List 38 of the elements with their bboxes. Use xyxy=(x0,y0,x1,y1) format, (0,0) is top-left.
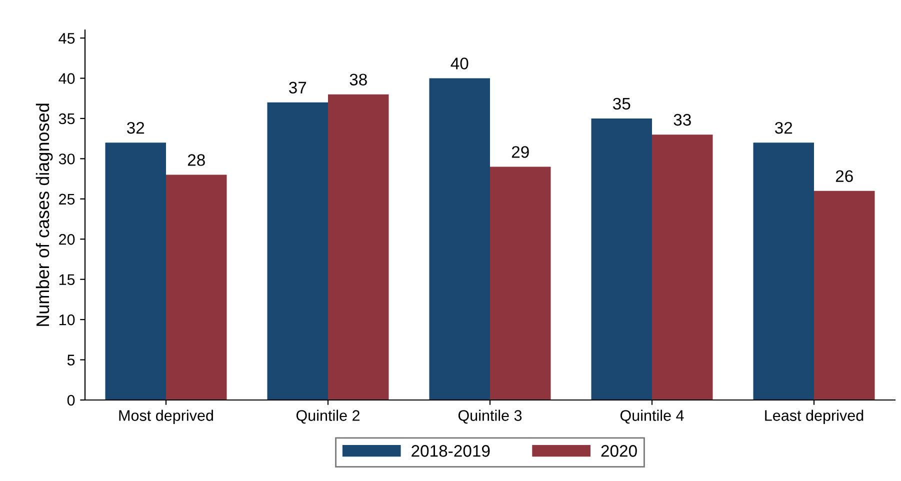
bar xyxy=(652,134,713,400)
y-tick-label: 40 xyxy=(58,73,75,84)
x-tick-label: Most deprived xyxy=(119,410,213,424)
bar xyxy=(105,142,166,400)
bar xyxy=(490,166,551,400)
data-label: 35 xyxy=(612,98,630,110)
data-label: 32 xyxy=(126,122,144,134)
bar xyxy=(166,174,227,400)
bar xyxy=(328,94,389,400)
y-tick-label: 0 xyxy=(67,394,75,406)
legend-label: 2018-2019 xyxy=(412,445,490,457)
data-label: 37 xyxy=(288,82,306,94)
data-label: 32 xyxy=(774,122,792,134)
data-label: 38 xyxy=(350,74,367,86)
y-tick-label: 25 xyxy=(59,194,75,205)
data-label: 29 xyxy=(512,146,529,158)
bar xyxy=(753,142,814,400)
data-label: 26 xyxy=(836,170,853,182)
y-tick-label: 20 xyxy=(59,234,75,245)
data-label: 40 xyxy=(450,58,468,70)
y-tick-label: 10 xyxy=(59,314,75,326)
y-axis-title: Number of cases diagnosed xyxy=(36,104,53,326)
y-tick-label: 45 xyxy=(58,33,75,44)
x-tick-label: Quintile 3 xyxy=(458,410,522,424)
bar xyxy=(591,118,652,400)
y-tick-label: 15 xyxy=(59,274,75,286)
y-tick-label: 30 xyxy=(58,154,75,164)
data-label: 28 xyxy=(188,154,205,166)
x-tick-label: Quintile 4 xyxy=(620,410,684,424)
x-tick-label: Quintile 2 xyxy=(296,410,360,424)
bar xyxy=(429,78,490,400)
y-tick-label: 35 xyxy=(58,113,75,124)
bar xyxy=(814,190,875,400)
bar xyxy=(267,102,328,400)
legend-label: 2020 xyxy=(601,445,637,457)
data-label: 33 xyxy=(674,114,691,126)
y-tick-label: 5 xyxy=(67,354,75,366)
x-tick-label: Least deprived xyxy=(765,410,864,424)
